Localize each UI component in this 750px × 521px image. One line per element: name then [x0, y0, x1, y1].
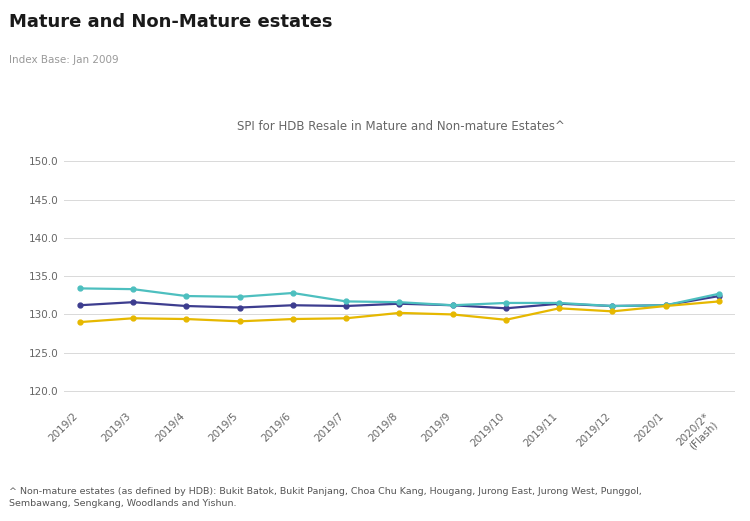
Mature Estates [715, 291, 724, 297]
Non-mature Estates [182, 316, 190, 322]
Mature Estates [555, 300, 564, 306]
Non-mature Estates [715, 299, 724, 305]
Line: Mature Estates: Mature Estates [77, 286, 722, 308]
Non-mature Estates [448, 312, 458, 318]
Text: Index Base: Jan 2009: Index Base: Jan 2009 [9, 55, 118, 65]
Non-mature Estates [128, 315, 137, 321]
Mature Estates [662, 302, 670, 308]
Mature Estates [448, 302, 458, 308]
Mature Estates [235, 294, 244, 300]
Text: SPI for HDB Resale in Mature and Non-mature Estates^: SPI for HDB Resale in Mature and Non-mat… [237, 120, 566, 133]
Overall [75, 302, 84, 308]
Mature Estates [288, 290, 297, 296]
Overall [128, 299, 137, 305]
Non-mature Estates [341, 315, 350, 321]
Mature Estates [128, 286, 137, 292]
Line: Overall: Overall [77, 294, 722, 311]
Non-mature Estates [75, 319, 84, 325]
Overall [182, 303, 190, 309]
Overall [555, 301, 564, 307]
Overall [394, 301, 404, 307]
Text: Mature and Non-Mature estates: Mature and Non-Mature estates [9, 13, 332, 31]
Mature Estates [608, 303, 617, 309]
Non-mature Estates [555, 305, 564, 312]
Non-mature Estates [662, 303, 670, 309]
Overall [662, 302, 670, 308]
Overall [288, 302, 297, 308]
Overall [608, 303, 617, 309]
Mature Estates [182, 293, 190, 299]
Mature Estates [75, 286, 84, 292]
Overall [235, 304, 244, 311]
Line: Non-mature Estates: Non-mature Estates [77, 299, 722, 325]
Overall [502, 305, 511, 312]
Non-mature Estates [394, 310, 404, 316]
Non-mature Estates [235, 318, 244, 325]
Overall [341, 303, 350, 309]
Mature Estates [341, 299, 350, 305]
Mature Estates [502, 300, 511, 306]
Non-mature Estates [288, 316, 297, 322]
Text: ^ Non-mature estates (as defined by HDB): Bukit Batok, Bukit Panjang, Choa Chu K: ^ Non-mature estates (as defined by HDB)… [9, 487, 642, 508]
Overall [448, 302, 458, 308]
Overall [715, 293, 724, 299]
Non-mature Estates [608, 308, 617, 315]
Mature Estates [394, 299, 404, 305]
Non-mature Estates [502, 317, 511, 323]
